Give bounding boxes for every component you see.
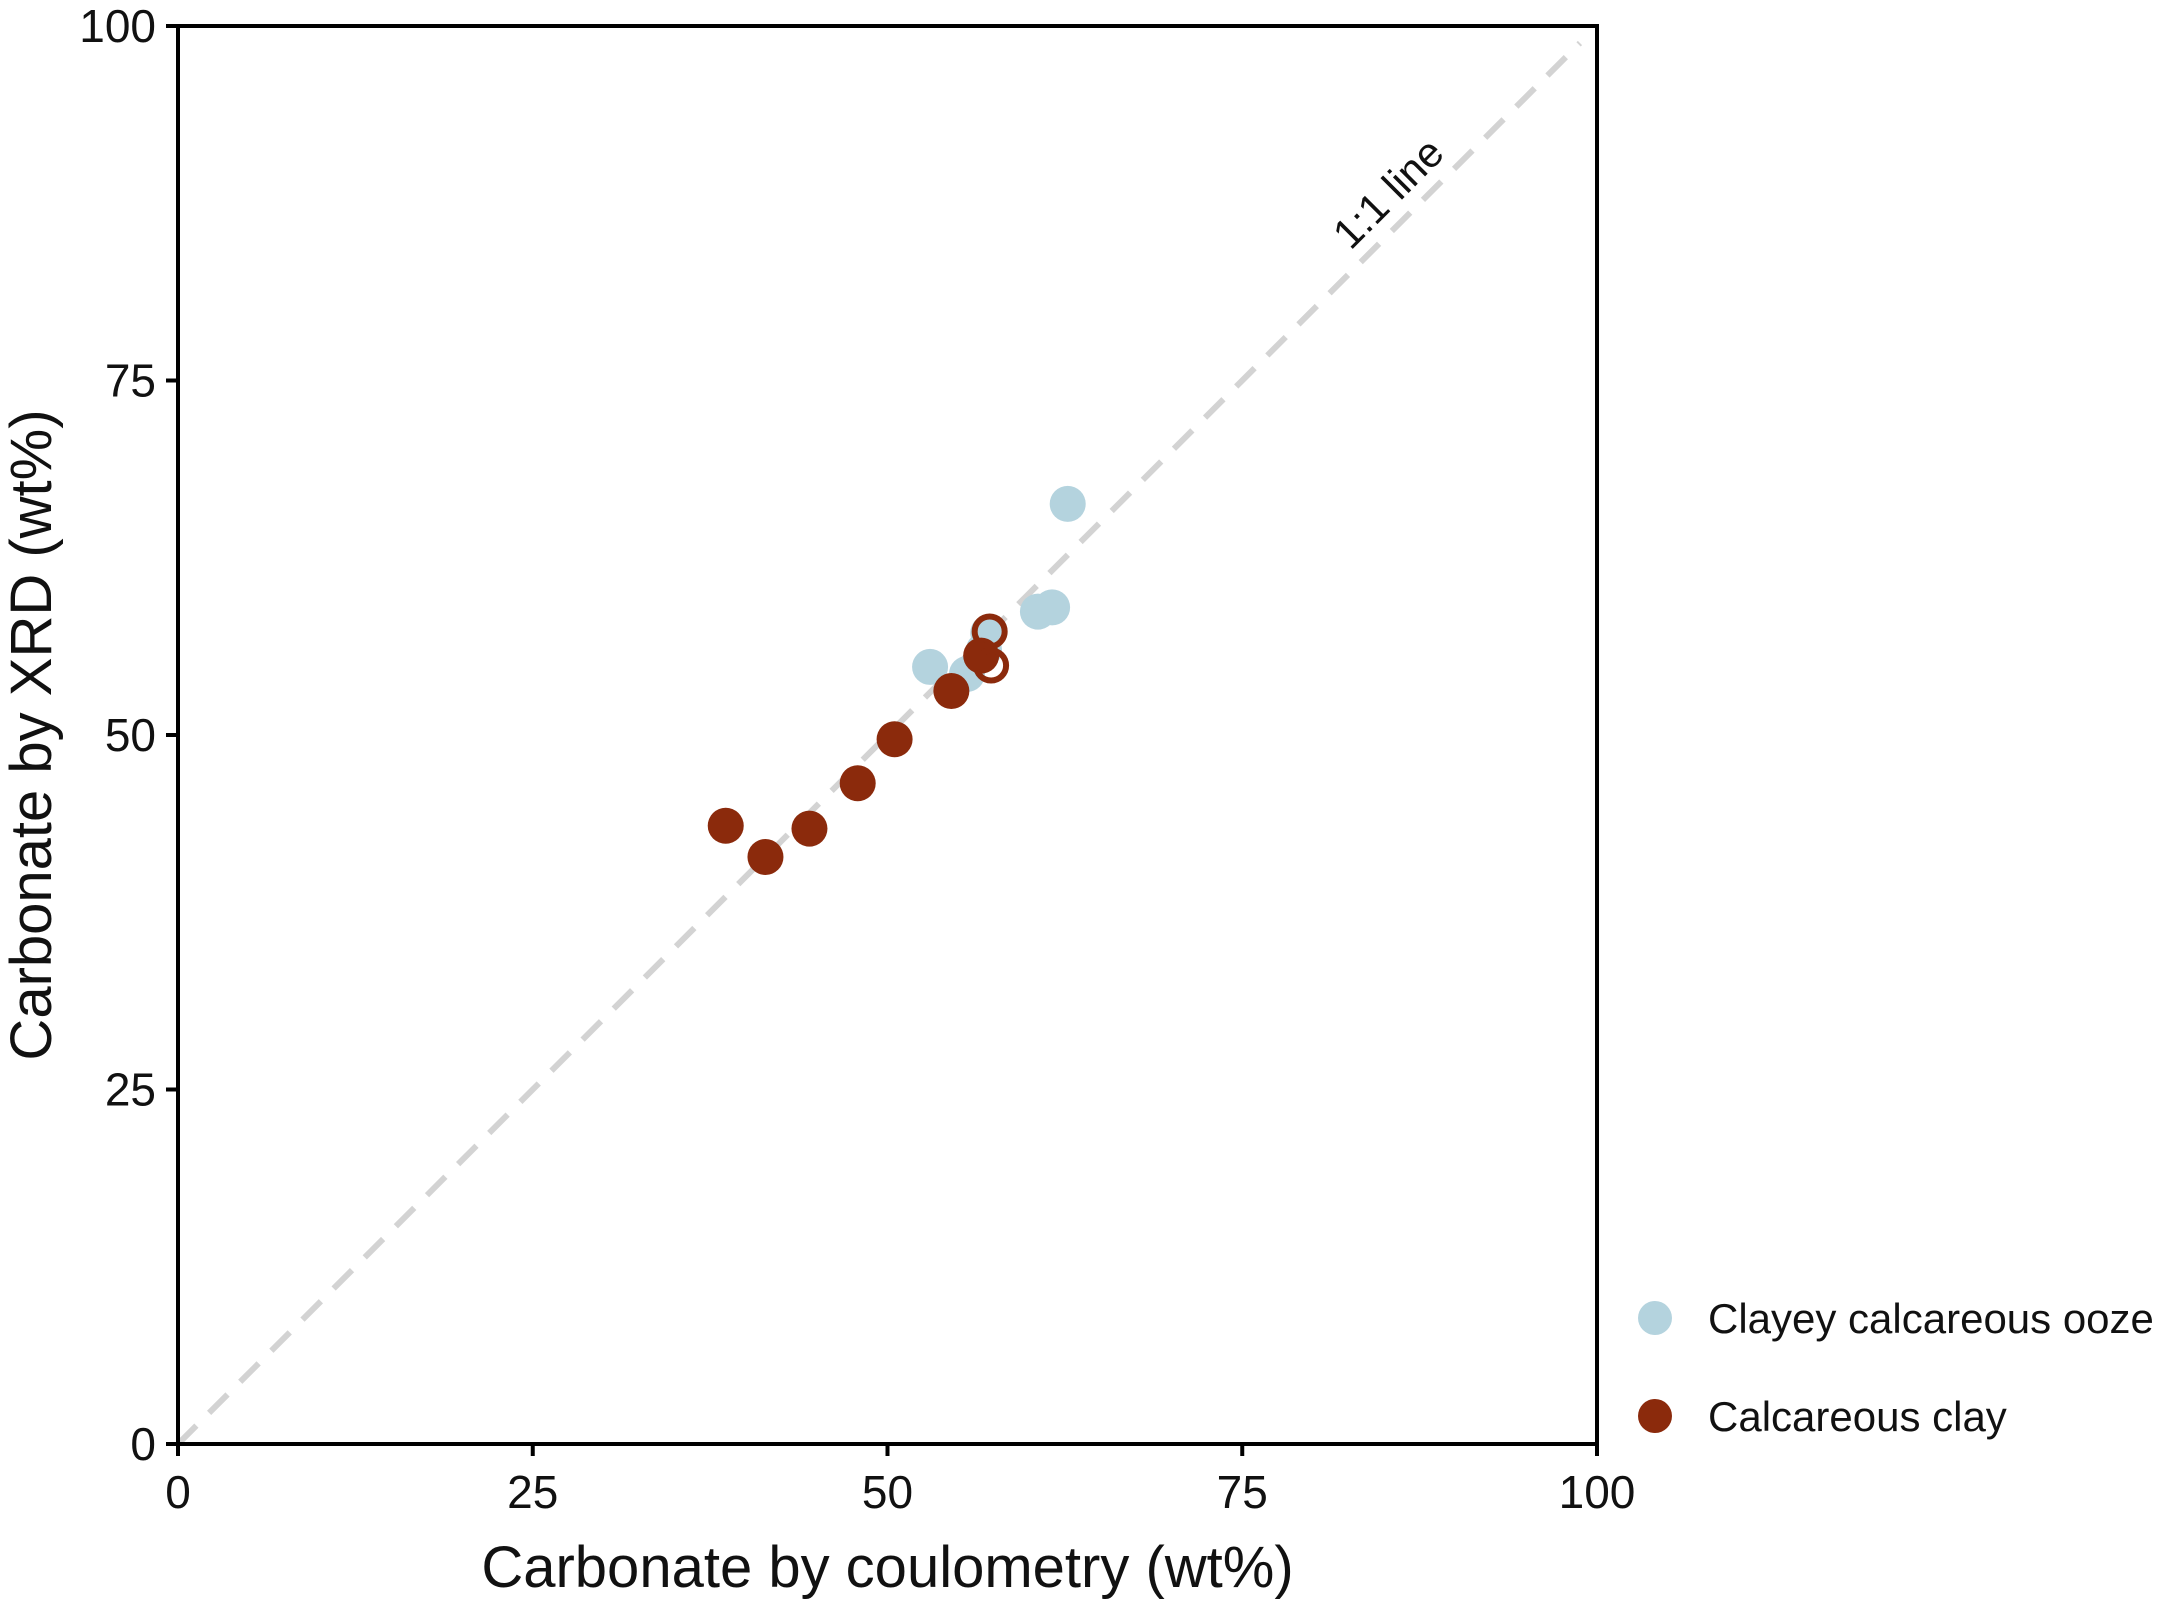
- legend-label-clayey-calcareous-ooze: Clayey calcareous ooze: [1708, 1295, 2154, 1342]
- y-axis-tick-label: 75: [105, 355, 156, 407]
- x-axis-tick-label: 50: [862, 1466, 913, 1518]
- x-axis-tick-label: 75: [1217, 1466, 1268, 1518]
- data-point-layer: [707, 485, 1086, 875]
- axis-tick-layer: 00 25 25 50 50 75 75 100 100: [79, 0, 1635, 1518]
- legend-swatch-clayey-calcareous-ooze: [1638, 1301, 1672, 1335]
- data-point-calcareous-clay: [747, 838, 784, 875]
- data-point-calcareous-clay-open: [973, 647, 1010, 684]
- data-point-calcareous-clay: [707, 807, 744, 844]
- y-axis-tick-label: 0: [130, 1418, 156, 1470]
- data-point-clayey-calcareous-ooze: [1049, 485, 1086, 522]
- y-axis-title: Carbonate by XRD (wt%): [0, 409, 64, 1060]
- legend: Clayey calcareous ooze Calcareous clay: [1638, 1295, 2154, 1440]
- data-point-calcareous-clay: [933, 673, 970, 710]
- x-axis-tick-label: 25: [507, 1466, 558, 1518]
- y-axis-tick-label: 25: [105, 1064, 156, 1116]
- x-axis-tick-label: 0: [165, 1466, 191, 1518]
- data-point-clayey-calcareous-ooze: [1034, 589, 1071, 626]
- data-point-calcareous-clay: [839, 765, 876, 802]
- legend-label-calcareous-clay: Calcareous clay: [1708, 1393, 2007, 1440]
- y-axis-tick-label: 50: [105, 709, 156, 761]
- legend-swatch-calcareous-clay: [1638, 1399, 1672, 1433]
- y-axis-tick-label: 100: [79, 0, 156, 52]
- data-point-calcareous-clay: [876, 721, 913, 758]
- data-point-calcareous-clay-open: [971, 613, 1008, 650]
- data-point-clayey-calcareous-ooze: [912, 648, 949, 685]
- data-point-calcareous-clay: [791, 810, 828, 847]
- x-axis-tick-label: 100: [1559, 1466, 1636, 1518]
- x-axis-title: Carbonate by coulometry (wt%): [481, 1535, 1293, 1600]
